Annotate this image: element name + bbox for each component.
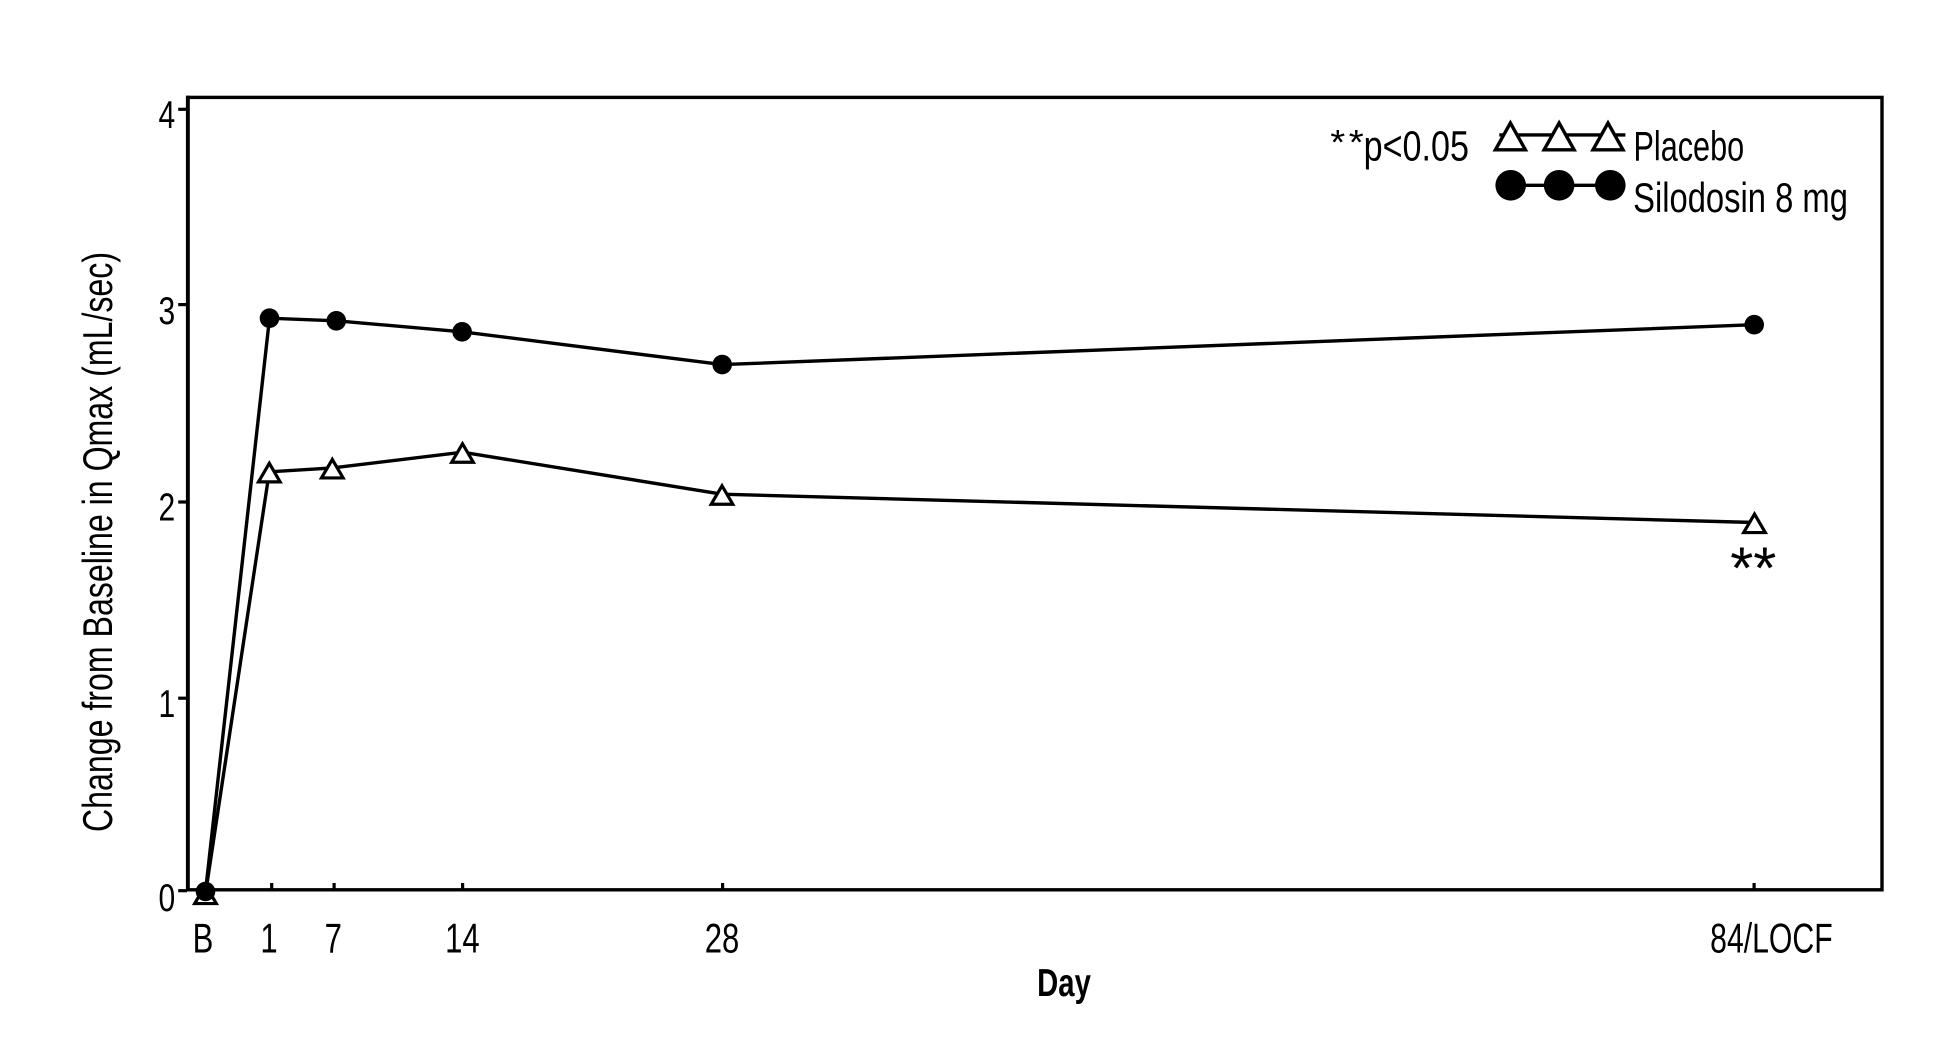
svg-text:Day: Day [1037,962,1091,1005]
svg-text:2: 2 [159,487,176,529]
svg-text:1: 1 [159,684,176,726]
svg-text:Change from Baseline in Qmax (: Change from Baseline in Qmax (mL/sec) [74,252,121,832]
svg-text:Silodosin 8 mg: Silodosin 8 mg [1633,174,1848,221]
svg-text:**: ** [1730,534,1776,601]
svg-text:*: * [1330,123,1345,162]
svg-text:Placebo: Placebo [1634,123,1745,170]
svg-text:7: 7 [325,915,342,962]
svg-text:28: 28 [705,915,740,962]
svg-text:B: B [193,915,214,962]
svg-text:1: 1 [260,915,277,962]
svg-text:84/LOCF: 84/LOCF [1710,915,1832,962]
svg-text:14: 14 [445,915,480,962]
svg-text:0: 0 [159,878,176,920]
svg-text:3: 3 [159,291,176,333]
svg-text:p<0.05: p<0.05 [1364,123,1469,171]
svg-text:4: 4 [159,95,176,137]
svg-text:*: * [1349,123,1364,162]
